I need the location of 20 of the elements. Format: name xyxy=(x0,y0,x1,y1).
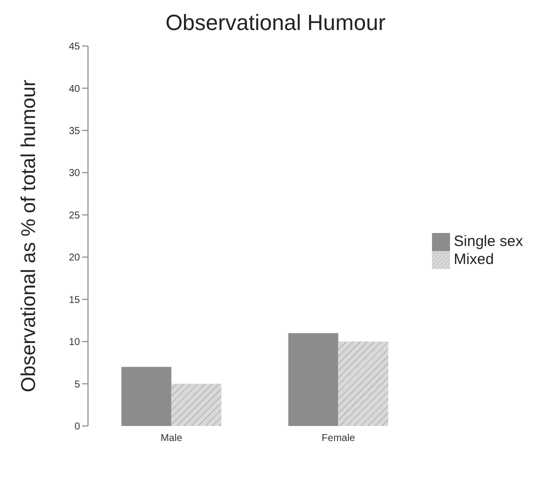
bar xyxy=(288,333,338,426)
y-tick-label: 20 xyxy=(68,252,80,264)
y-tick-label: 35 xyxy=(68,126,80,137)
bar xyxy=(338,342,388,426)
y-tick-label: 10 xyxy=(68,337,80,348)
bar xyxy=(121,366,172,426)
legend-label: Mixed xyxy=(454,251,494,268)
y-tick-label: 30 xyxy=(68,168,80,180)
legend-label: Single sex xyxy=(454,232,523,250)
y-tick-label: 5 xyxy=(74,379,80,390)
chart-title: Observational Humour xyxy=(164,10,387,36)
y-axis-title: Observational as % of total humour xyxy=(18,79,40,392)
y-tick-label: 15 xyxy=(68,294,80,306)
y-tick-label: 0 xyxy=(74,422,80,433)
y-tick-label: 40 xyxy=(68,84,80,95)
y-tick-label: 25 xyxy=(68,210,80,222)
y-tick-label: 45 xyxy=(68,42,80,53)
x-tick-label: Male xyxy=(160,433,183,444)
bar xyxy=(171,384,222,426)
x-tick-label: Female xyxy=(322,433,356,444)
